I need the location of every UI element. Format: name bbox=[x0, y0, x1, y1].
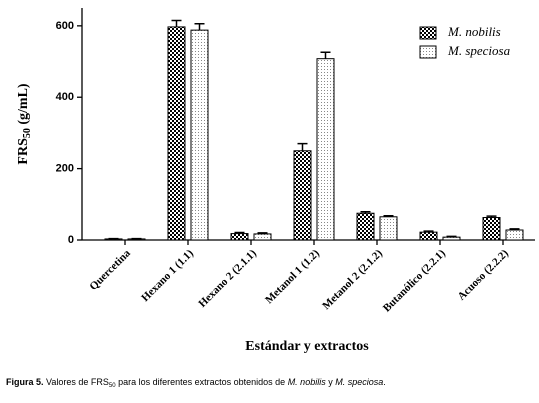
error-bar bbox=[234, 231, 245, 234]
error-bar bbox=[423, 230, 434, 233]
x-tick-label: Butanólico (2.2.1) bbox=[381, 247, 448, 314]
y-tick-label: 200 bbox=[56, 163, 74, 175]
bar bbox=[442, 236, 461, 241]
legend-swatch bbox=[419, 45, 437, 59]
y-tick-label: 0 bbox=[68, 234, 74, 246]
caption: Figura 5. Valores de FRS50 para los dife… bbox=[6, 377, 386, 388]
error-bar bbox=[194, 22, 205, 31]
caption-part: Figura 5. bbox=[6, 377, 44, 387]
x-tick-label: Metanol 2 (2.1.2) bbox=[320, 247, 385, 312]
caption-part: . bbox=[383, 377, 386, 387]
bar bbox=[253, 233, 272, 241]
error-bar bbox=[383, 214, 394, 217]
error-bar bbox=[509, 228, 520, 231]
bar bbox=[316, 58, 335, 241]
caption-part: 50 bbox=[109, 383, 116, 389]
x-tick-label: Hexano 2 (2.1.1) bbox=[196, 247, 259, 310]
caption-part: Valores de FRS bbox=[44, 377, 109, 387]
y-axis-title-sub: 50 bbox=[22, 128, 33, 138]
y-axis-title-unit: (g/mL) bbox=[16, 83, 31, 125]
legend-swatch bbox=[419, 26, 437, 40]
error-bar bbox=[171, 19, 182, 27]
bar bbox=[167, 26, 186, 241]
error-bar bbox=[320, 51, 331, 59]
error-bar bbox=[486, 215, 497, 218]
y-tick-label: 400 bbox=[56, 91, 74, 103]
y-axis-title-main: FRS bbox=[16, 138, 31, 165]
error-bar bbox=[297, 142, 308, 151]
bar bbox=[482, 217, 501, 241]
caption-part: y bbox=[326, 377, 336, 387]
error-bar bbox=[446, 235, 457, 238]
bar bbox=[230, 233, 249, 241]
bar bbox=[419, 231, 438, 241]
caption-part: M. speciosa bbox=[335, 377, 383, 387]
x-tick-label: Quercetina bbox=[87, 247, 133, 293]
bar bbox=[190, 29, 209, 241]
error-bar bbox=[257, 232, 268, 234]
caption-part: para los diferentes extractos obtenidos … bbox=[116, 377, 288, 387]
x-tick-label: Metanol 1 (1.2) bbox=[263, 247, 322, 306]
x-tick-label: Acuoso (2.2.2) bbox=[456, 247, 512, 303]
error-bar bbox=[360, 211, 371, 214]
legend-label: M. nobilis bbox=[447, 24, 501, 39]
x-axis-title: Estándar y extractos bbox=[245, 339, 369, 354]
legend-label: M. speciosa bbox=[447, 43, 511, 58]
x-tick-label: Hexano 1 (1.1) bbox=[139, 247, 196, 304]
y-tick-label: 600 bbox=[56, 20, 74, 32]
bar bbox=[356, 212, 375, 241]
caption-part: M. nobilis bbox=[288, 377, 327, 387]
y-axis-title: FRS50 (g/mL) bbox=[16, 83, 33, 165]
bar bbox=[293, 150, 312, 241]
bar bbox=[379, 216, 398, 241]
bar bbox=[505, 229, 524, 241]
